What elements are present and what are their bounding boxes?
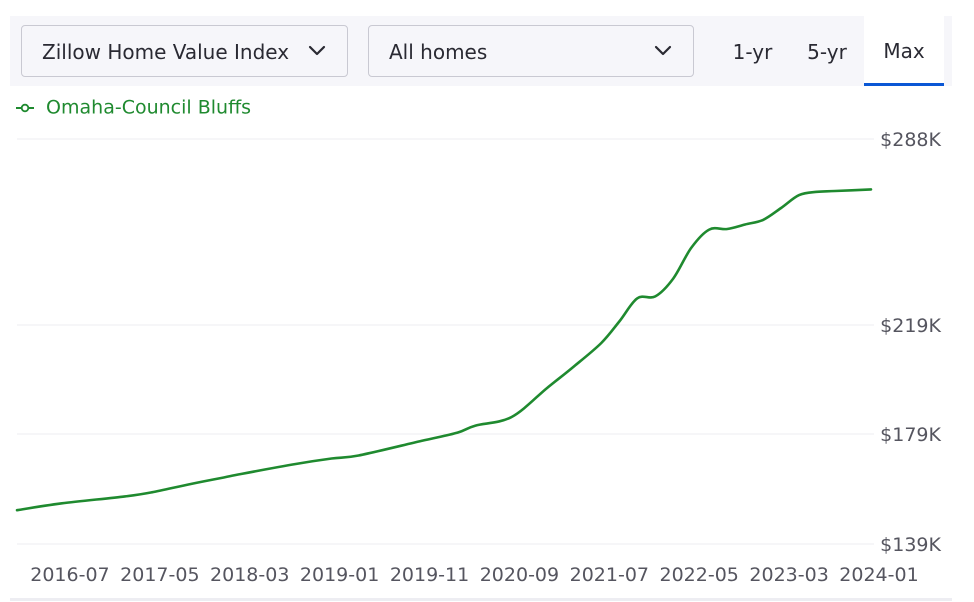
x-tick-label: 2022-05 <box>660 564 739 586</box>
series-line-omaha-council-bluffs <box>15 188 873 512</box>
home-type-select-value: All homes <box>389 40 488 64</box>
x-tick-label: 2021-07 <box>570 564 649 586</box>
chart-legend[interactable]: Omaha-Council Bluffs <box>16 96 251 120</box>
series-layer <box>15 188 873 512</box>
x-tick-label: 2017-05 <box>120 564 199 586</box>
x-tick-label: 2016-07 <box>30 564 109 586</box>
x-tick-label: 2020-09 <box>480 564 559 586</box>
y-tick-label: $288K <box>880 129 941 151</box>
y-tick-label: $139K <box>880 534 941 556</box>
chevron-down-icon <box>654 45 672 56</box>
tab-max[interactable]: Max <box>864 16 944 86</box>
x-tick-label: 2023-03 <box>749 564 828 586</box>
metric-select-value: Zillow Home Value Index <box>42 40 290 64</box>
bottom-divider <box>10 598 952 601</box>
x-tick-label: 2018-03 <box>210 564 289 586</box>
x-tick-label: 2024-01 <box>839 564 918 586</box>
legend-series-name: Omaha-Council Bluffs <box>46 96 252 119</box>
tab-1-yr[interactable]: 1-yr <box>732 40 773 64</box>
x-axis-tick-labels: 2016-07 2017-05 2018-03 2019-01 2019-11 2020-… <box>30 564 918 586</box>
tab-5-yr[interactable]: 5-yr <box>807 40 847 64</box>
line-dot-marker-icon <box>16 103 34 112</box>
y-tick-label: $179K <box>880 424 941 446</box>
metric-select[interactable]: Zillow Home Value Index <box>21 25 348 77</box>
home-type-select[interactable]: All homes <box>368 25 694 77</box>
chart-toolbar: Zillow Home Value Index All homes 1-yr 5… <box>10 16 952 86</box>
y-tick-label: $219K <box>880 315 941 337</box>
x-tick-label: 2019-11 <box>390 564 469 586</box>
chevron-down-icon <box>308 45 326 56</box>
gridlines <box>17 138 874 545</box>
x-tick-label: 2019-01 <box>300 564 379 586</box>
y-axis-tick-labels: $139K $179K $219K $288K <box>880 129 941 556</box>
